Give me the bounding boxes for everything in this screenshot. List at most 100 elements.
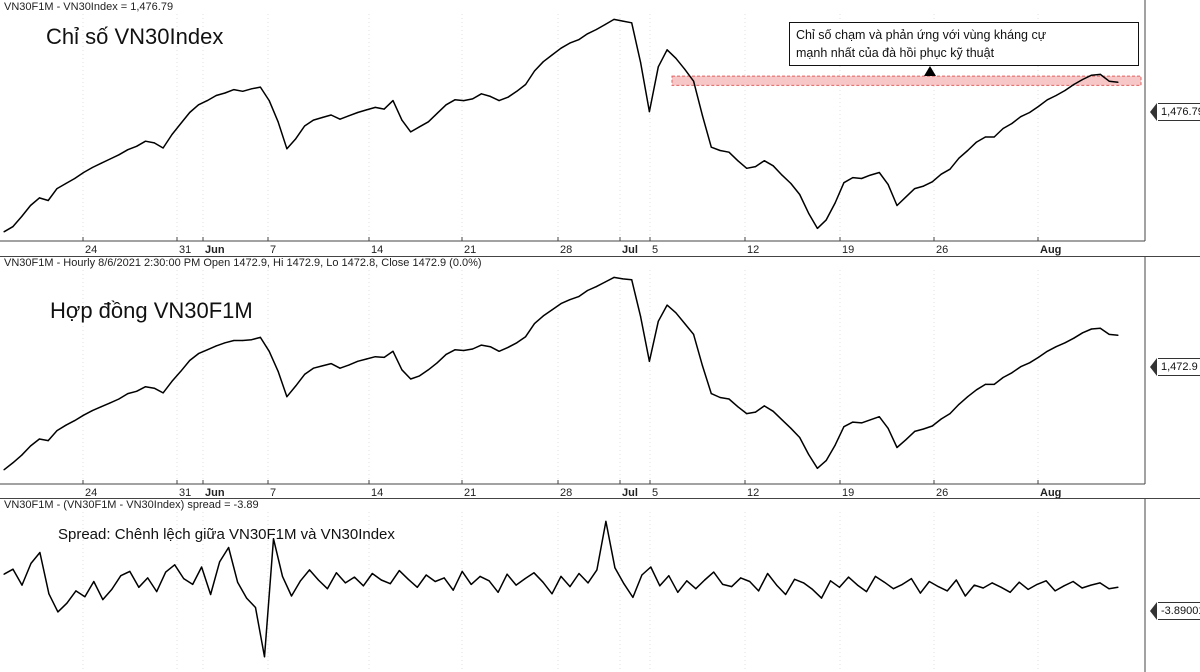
- data-point: [410, 378, 412, 380]
- data-point: [326, 588, 328, 590]
- index-header: VN30F1M - VN30Index = 1,476.79: [4, 1, 174, 13]
- data-point: [794, 578, 796, 580]
- data-point: [100, 406, 102, 408]
- data-point: [931, 181, 933, 183]
- data-point: [958, 157, 960, 159]
- data-point: [365, 109, 368, 111]
- data-point: [127, 393, 129, 395]
- data-point: [940, 418, 942, 420]
- data-point: [829, 580, 832, 582]
- data-point: [754, 411, 757, 413]
- data-point: [586, 33, 589, 35]
- data-point: [781, 419, 783, 421]
- data-point: [533, 572, 535, 574]
- data-point: [1018, 581, 1020, 583]
- data-point: [937, 586, 939, 588]
- data-point: [425, 574, 427, 576]
- data-point: [144, 140, 147, 142]
- x-tick-label: 12: [747, 487, 759, 498]
- data-point: [472, 98, 474, 100]
- data-point: [127, 149, 129, 151]
- data-point: [604, 281, 606, 283]
- data-point: [808, 453, 810, 455]
- data-point: [507, 96, 509, 98]
- data-point: [109, 402, 111, 404]
- future-header: VN30F1M - Hourly 8/6/2021 2:30:00 PM Ope…: [4, 257, 482, 269]
- data-point: [887, 183, 889, 185]
- data-point: [251, 339, 253, 341]
- x-tick-label: Aug: [1040, 244, 1061, 256]
- data-point: [1064, 89, 1066, 92]
- data-point: [710, 146, 712, 148]
- data-point: [100, 162, 102, 164]
- data-point: [197, 353, 200, 355]
- data-point: [38, 438, 41, 440]
- data-point: [162, 392, 164, 394]
- data-point: [1055, 94, 1057, 97]
- data-point: [964, 595, 966, 597]
- data-point: [74, 420, 76, 422]
- data-point: [803, 582, 805, 584]
- data-point: [991, 582, 993, 584]
- data-point: [21, 584, 23, 586]
- data-point: [542, 315, 544, 317]
- x-tick-label: 26: [936, 244, 948, 256]
- data-point: [1099, 327, 1101, 329]
- data-point: [525, 336, 527, 338]
- data-point: [118, 398, 120, 400]
- data-point: [1054, 590, 1056, 592]
- data-point: [901, 583, 904, 585]
- data-point: [843, 182, 845, 184]
- data-point: [277, 370, 279, 372]
- data-point: [1046, 99, 1048, 101]
- data-point: [740, 577, 742, 579]
- data-point: [389, 583, 391, 585]
- x-tick-label: Jul: [622, 244, 638, 256]
- data-point: [623, 583, 625, 585]
- data-point: [427, 121, 429, 123]
- data-point: [949, 413, 951, 415]
- data-point: [268, 100, 270, 102]
- data-point: [958, 403, 960, 405]
- data-point: [357, 360, 359, 362]
- data-point: [578, 296, 580, 298]
- data-point: [93, 580, 95, 583]
- data-point: [12, 462, 14, 464]
- data-point: [498, 100, 500, 102]
- data-point: [348, 364, 350, 366]
- data-point: [277, 121, 279, 123]
- data-point: [454, 349, 456, 351]
- data-point: [75, 590, 77, 592]
- data-point: [781, 174, 783, 176]
- data-point: [153, 387, 155, 389]
- data-point: [74, 177, 76, 180]
- data-point: [533, 323, 536, 325]
- data-point: [533, 70, 536, 72]
- data-point: [312, 119, 314, 121]
- data-point: [201, 566, 203, 568]
- data-point: [392, 350, 394, 352]
- data-point: [304, 125, 306, 127]
- data-point: [259, 86, 261, 88]
- data-point: [497, 591, 499, 593]
- data-point: [749, 580, 751, 583]
- data-point: [83, 414, 85, 416]
- data-point: [949, 168, 951, 170]
- data-point: [454, 99, 456, 101]
- data-point: [330, 363, 332, 365]
- data-point: [383, 108, 385, 110]
- spread-panel: VN30F1M - (VN30F1M - VN30Index) spread =…: [0, 498, 1200, 672]
- data-point: [869, 419, 872, 421]
- data-point: [1099, 73, 1101, 75]
- data-point: [488, 580, 490, 582]
- data-point: [480, 344, 482, 346]
- data-point: [57, 611, 59, 613]
- data-point: [596, 569, 598, 571]
- data-point: [463, 349, 465, 352]
- index-last-value: 1,476.79: [1158, 103, 1200, 121]
- data-point: [640, 61, 642, 64]
- index-panel: 24 31 Jun 7 14 21 28 Jul 5 12 19 26 Aug VN30F1M - VN…: [0, 0, 1200, 257]
- data-point: [1002, 376, 1004, 379]
- data-point: [1000, 586, 1002, 588]
- data-point: [12, 226, 14, 228]
